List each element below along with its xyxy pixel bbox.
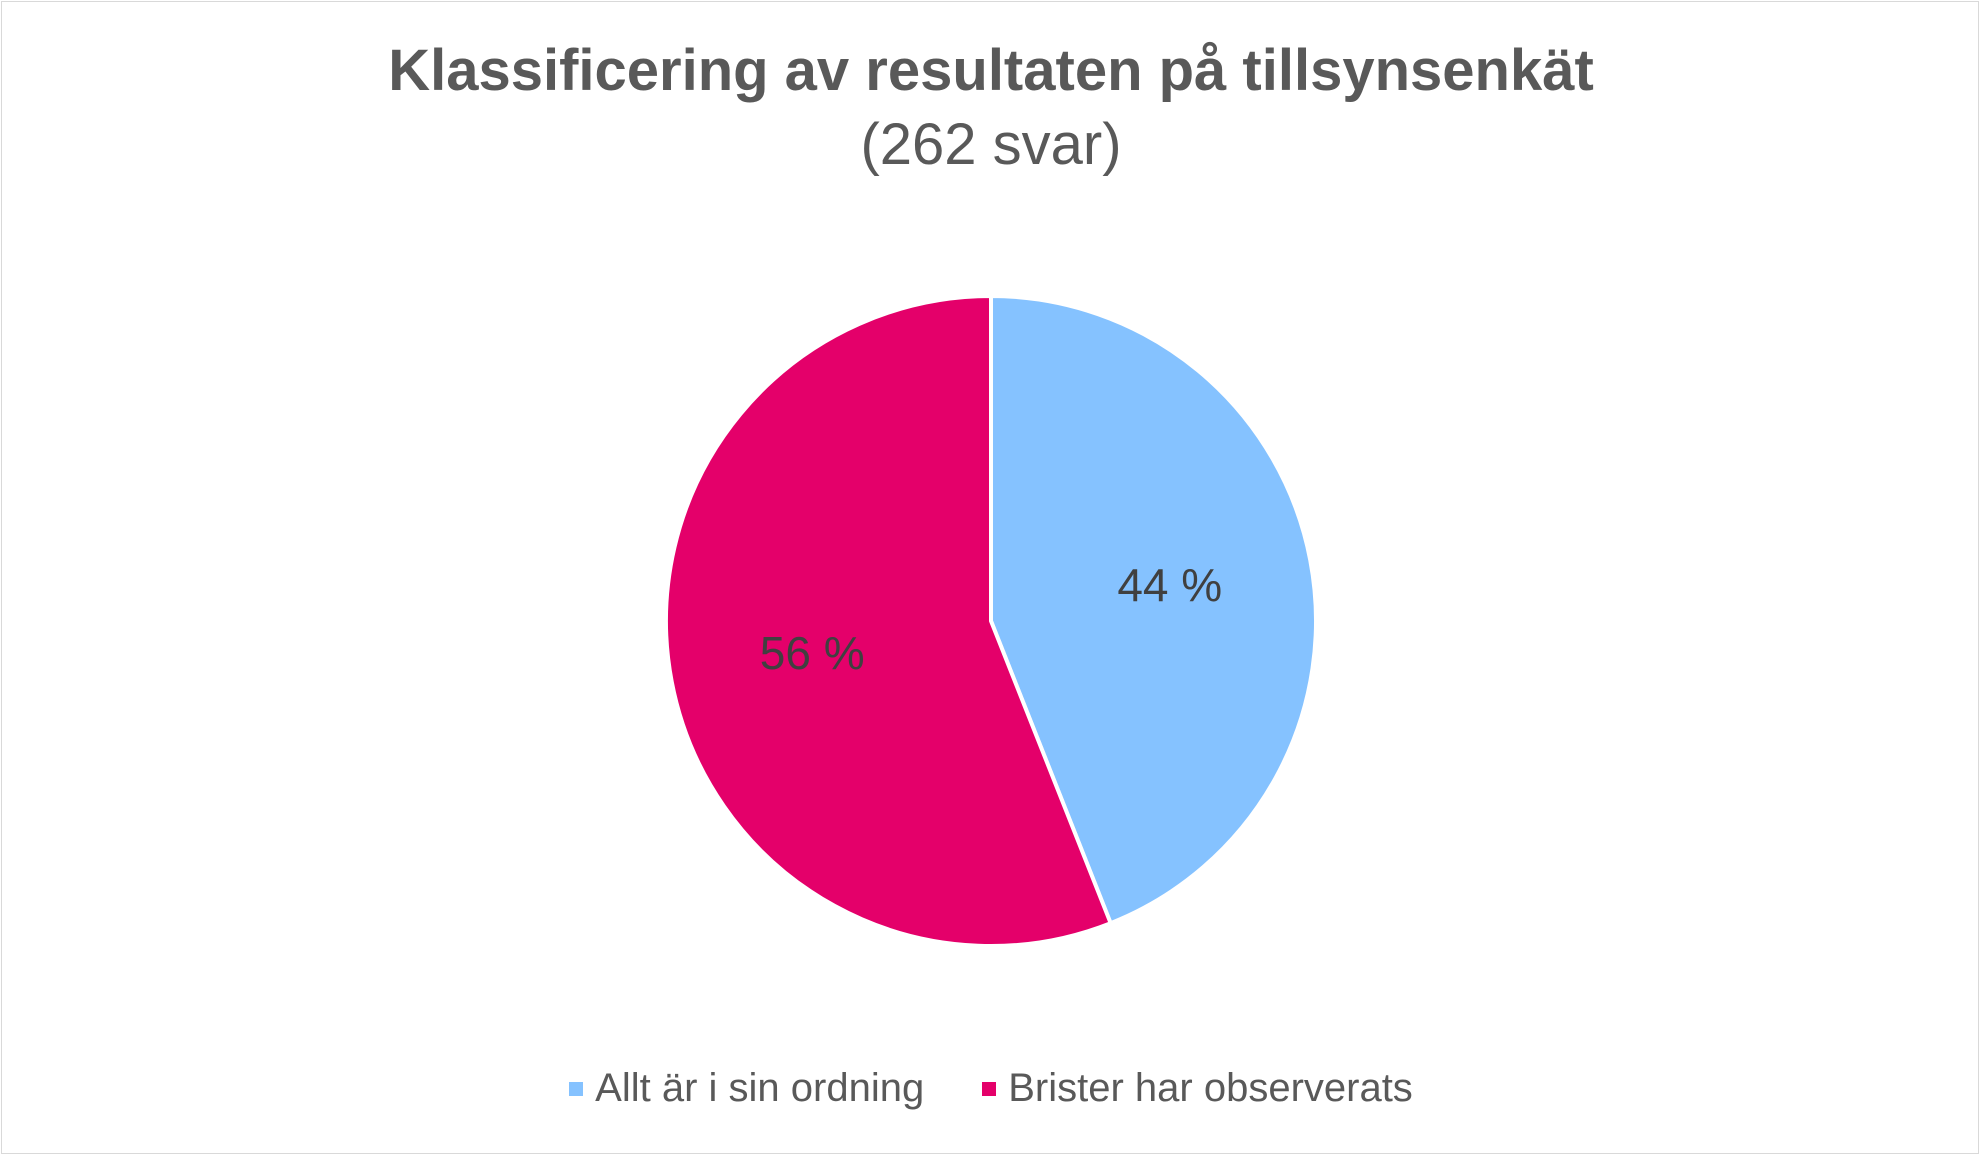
data-label-0: 44 %	[1117, 559, 1222, 611]
pie-slice-1	[664, 294, 1113, 948]
legend-label: Allt är i sin ordning	[595, 1066, 925, 1110]
legend-item-brister-har-observerats: Brister har observerats	[982, 1066, 1413, 1111]
chart-subtitle: (262 svar)	[860, 112, 1122, 177]
pie-slice-0	[989, 294, 1318, 926]
legend-item-allt-ar-i-sin-ordning: Allt är i sin ordning	[569, 1066, 924, 1111]
data-label-1: 56 %	[760, 627, 865, 679]
chart-title: Klassificering av resultaten på tillsyns…	[388, 38, 1594, 103]
pie-slices	[664, 294, 1318, 948]
legend-swatch	[569, 1081, 584, 1096]
legend-swatch	[982, 1081, 997, 1096]
pie-data-labels: 44 % 56 %	[760, 559, 1222, 679]
legend-label: Brister har observerats	[1008, 1066, 1413, 1110]
legend: Allt är i sin ordning Brister har observ…	[0, 1066, 1982, 1111]
